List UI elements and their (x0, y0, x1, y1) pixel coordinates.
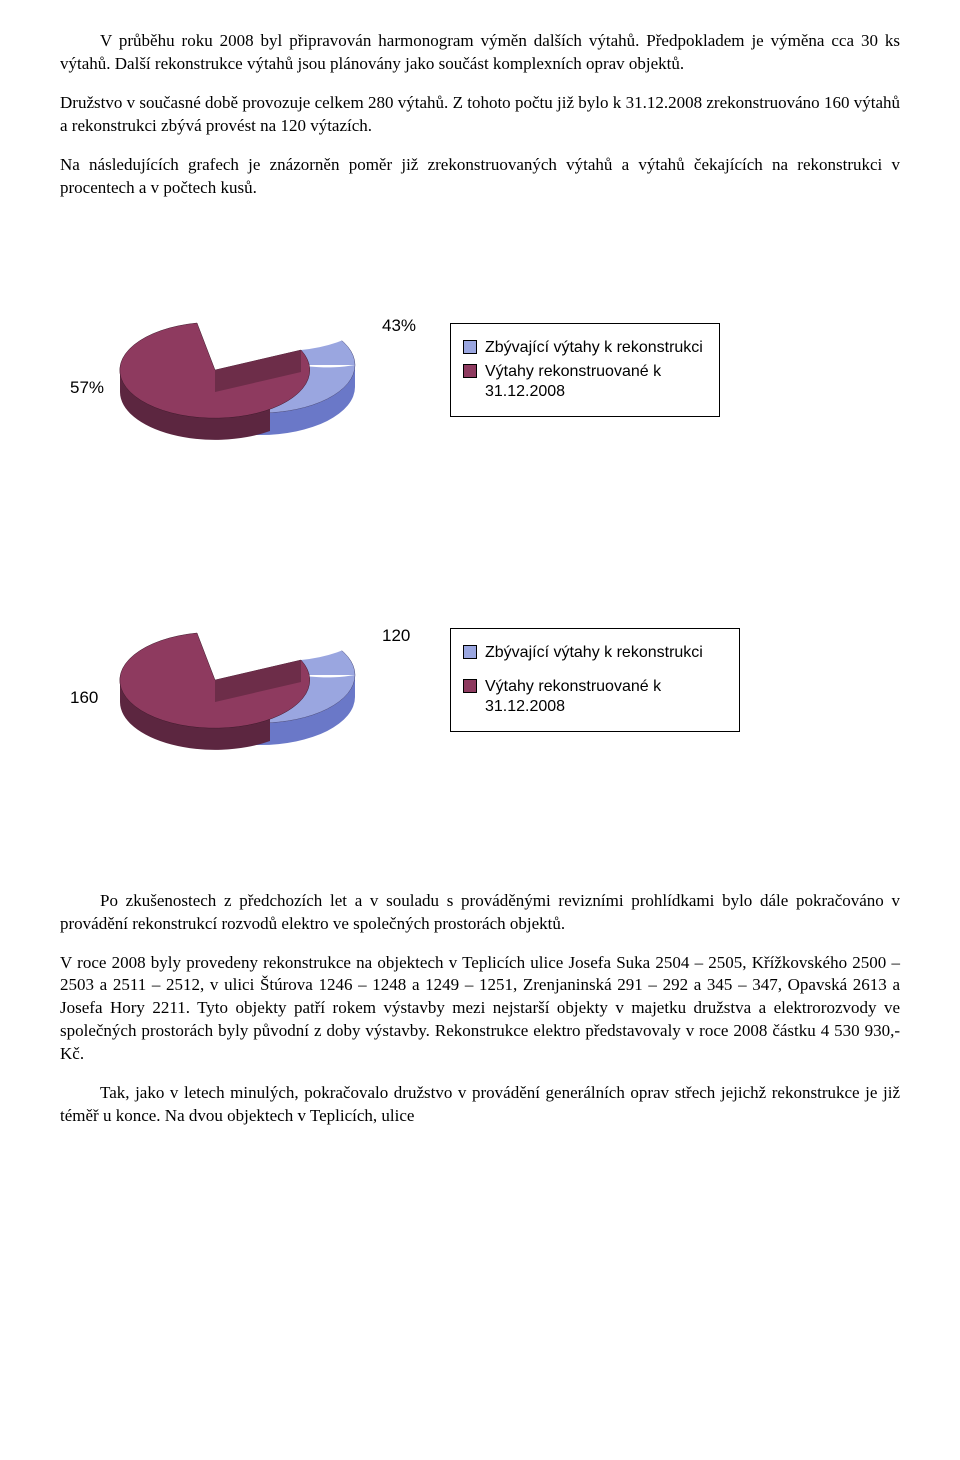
paragraph-3: Na následujících grafech je znázorněn po… (60, 154, 900, 200)
legend-text: Výtahy rekonstruované k 31.12.2008 (485, 677, 727, 717)
legend-swatch (463, 364, 477, 378)
legend-swatch (463, 679, 477, 693)
chart-2-container: 160 120 Zbývající výtahy k rekonstrukci … (60, 580, 900, 780)
chart-1-container: 57% 43% Zbývající výtahy k rekonstrukci … (60, 270, 900, 470)
paragraph-2: Družstvo v současné době provozuje celke… (60, 92, 900, 138)
chart1-legend: Zbývající výtahy k rekonstrukci Výtahy r… (450, 323, 720, 417)
chart2-label-right: 120 (382, 626, 410, 646)
legend-row: Výtahy rekonstruované k 31.12.2008 (463, 677, 727, 717)
paragraph-5: V roce 2008 byly provedeny rekonstrukce … (60, 952, 900, 1067)
pie-chart-1: 57% 43% (60, 270, 420, 470)
legend-text: Zbývající výtahy k rekonstrukci (485, 338, 703, 358)
chart2-legend: Zbývající výtahy k rekonstrukci Výtahy r… (450, 628, 740, 732)
legend-swatch (463, 340, 477, 354)
legend-row: Výtahy rekonstruované k 31.12.2008 (463, 362, 707, 402)
paragraph-4: Po zkušenostech z předchozích let a v so… (60, 890, 900, 936)
legend-row: Zbývající výtahy k rekonstrukci (463, 338, 707, 358)
paragraph-1: V průběhu roku 2008 byl připravován harm… (60, 30, 900, 76)
legend-text: Zbývající výtahy k rekonstrukci (485, 643, 703, 663)
paragraph-6: Tak, jako v letech minulých, pokračovalo… (60, 1082, 900, 1128)
legend-swatch (463, 645, 477, 659)
legend-text: Výtahy rekonstruované k 31.12.2008 (485, 362, 707, 402)
chart1-label-left: 57% (70, 378, 104, 398)
pie-chart-2: 160 120 (60, 580, 420, 780)
chart2-label-left: 160 (70, 688, 98, 708)
legend-row: Zbývající výtahy k rekonstrukci (463, 643, 727, 663)
chart1-label-right: 43% (382, 316, 416, 336)
